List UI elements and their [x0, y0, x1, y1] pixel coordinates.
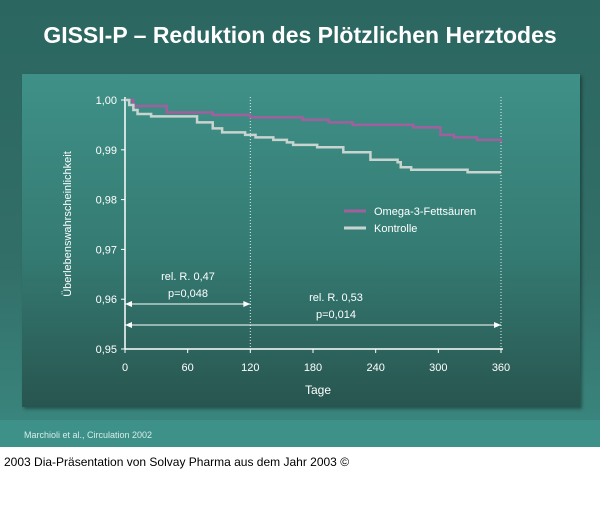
x-tick-label: 0	[122, 362, 128, 374]
y-tick-label: 0,96	[96, 294, 117, 306]
x-tick-label: 180	[304, 362, 322, 374]
y-tick-label: 1,00	[96, 95, 117, 107]
image-caption: 2003 Dia-Präsentation von Solvay Pharma …	[4, 455, 350, 469]
arrowhead-left-icon	[125, 301, 132, 307]
legend-label-kontrolle: Kontrolle	[374, 223, 417, 235]
x-tick-label: 240	[366, 362, 384, 374]
y-tick-label: 0,95	[96, 344, 117, 356]
arrowhead-right-icon	[494, 322, 501, 328]
annotation-2-line1: rel. R. 0,53	[309, 292, 363, 304]
annotation-1-line2: p=0,048	[168, 288, 208, 300]
series-line-omega	[125, 98, 503, 143]
y-axis-label: Überlebenswahrscheinlichkeit	[62, 151, 74, 297]
chart: 0,95 0,96 0,97 0,98 0,99 1,00 0 60 120 180 240 300 3…	[62, 95, 510, 397]
y-tick-label: 0,98	[96, 195, 117, 207]
x-axis-label: Tage	[305, 383, 331, 397]
series-line-kontrolle	[125, 98, 501, 174]
x-tick-label: 300	[429, 362, 447, 374]
arrowhead-right-icon	[243, 301, 251, 307]
arrowhead-left-icon	[125, 322, 132, 328]
footer-band	[0, 420, 600, 447]
y-tick-label: 0,99	[96, 145, 117, 157]
y-tick-label: 0,97	[96, 244, 117, 256]
chart-panel	[22, 74, 580, 407]
source-citation: Marchioli et al., Circulation 2002	[24, 430, 153, 440]
annotation-2-line2: p=0,014	[316, 309, 356, 321]
x-tick-label: 360	[492, 362, 510, 374]
x-tick-label: 60	[182, 362, 194, 374]
x-tick-label: 120	[241, 362, 259, 374]
legend-label-omega: Omega-3-Fettsäuren	[374, 206, 476, 218]
slide-title: GISSI-P – Reduktion des Plötzlichen Herz…	[43, 22, 557, 48]
annotation-1-line1: rel. R. 0,47	[161, 271, 215, 283]
